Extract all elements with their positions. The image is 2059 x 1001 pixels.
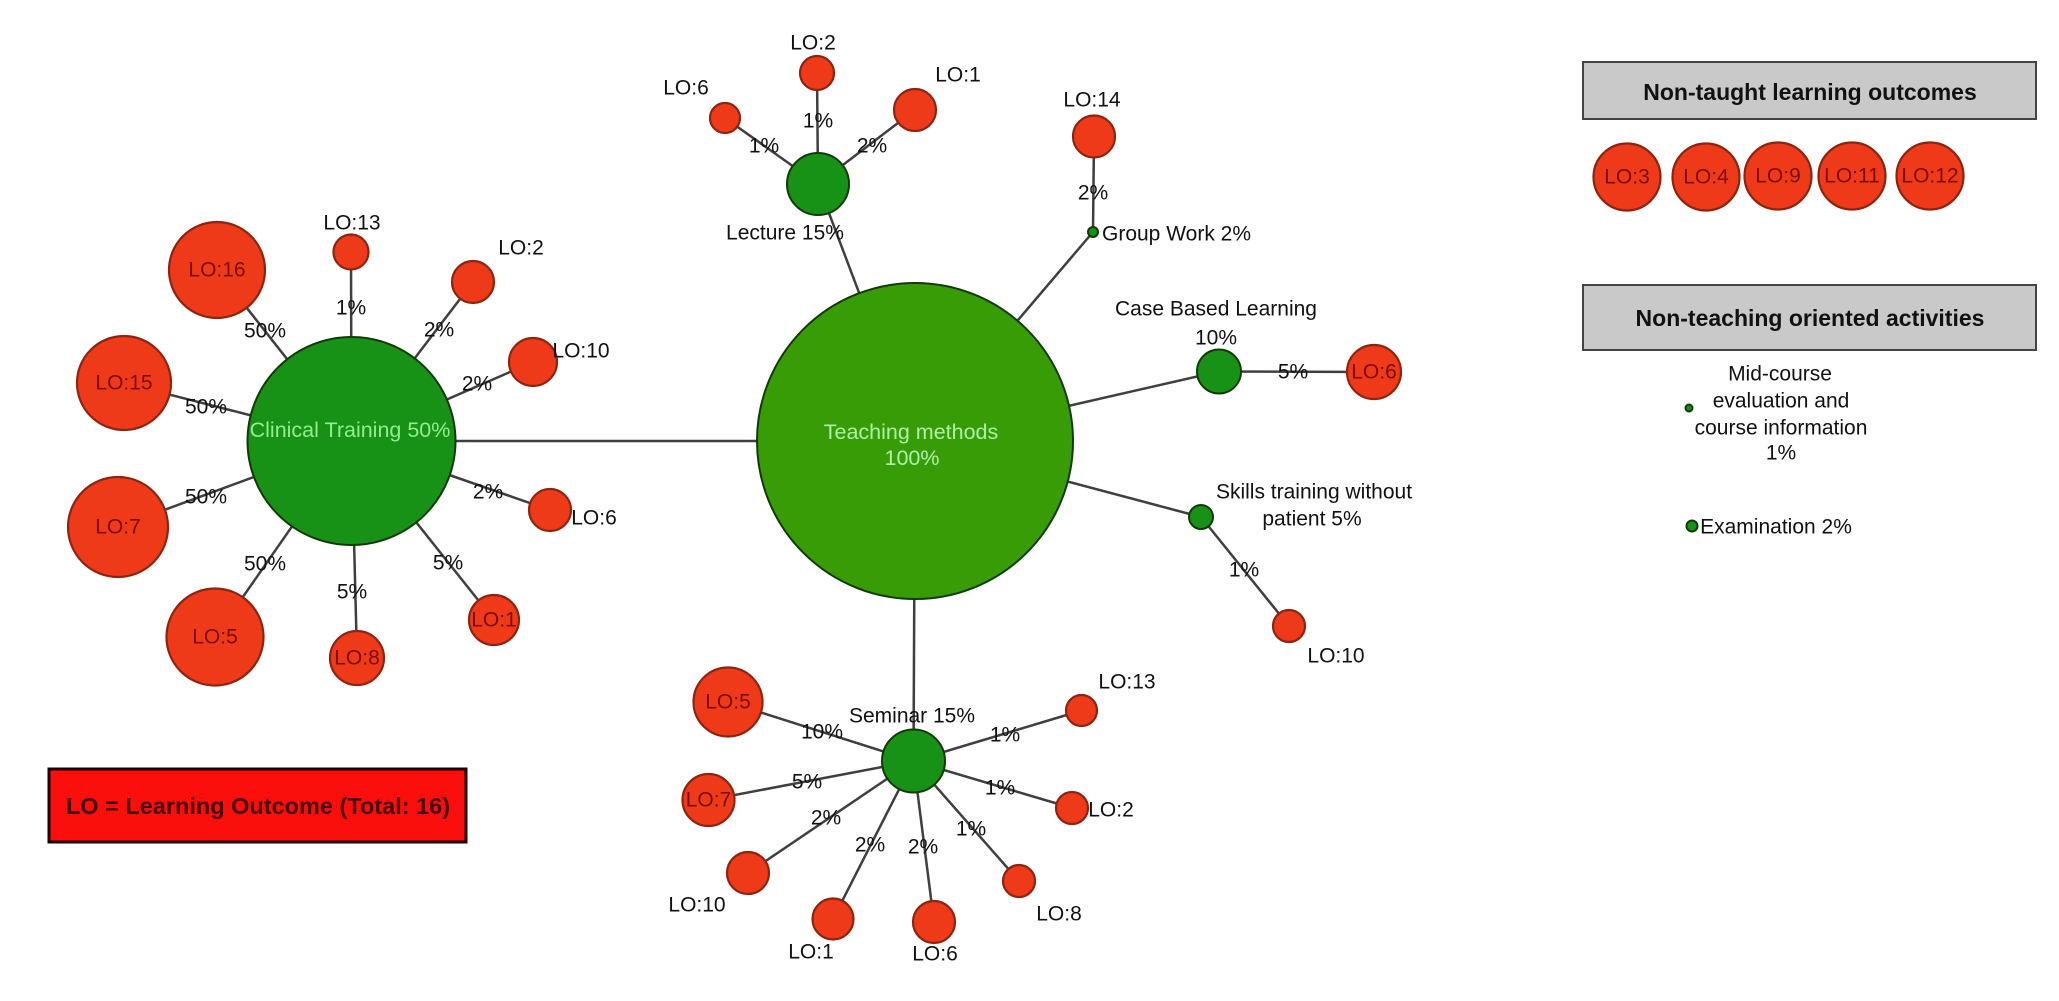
svg-text:LO:6: LO:6: [663, 77, 709, 100]
svg-text:LO:1: LO:1: [471, 609, 517, 632]
svg-text:10%: 10%: [801, 721, 843, 744]
svg-text:LO:4: LO:4: [1683, 166, 1729, 189]
svg-text:LO:10: LO:10: [1307, 645, 1364, 668]
svg-text:2%: 2%: [811, 807, 841, 830]
svg-text:1%: 1%: [990, 724, 1020, 747]
svg-text:Clinical Training 50%: Clinical Training 50%: [250, 418, 451, 442]
svg-text:1%: 1%: [336, 297, 366, 320]
svg-text:2%: 2%: [1078, 182, 1108, 205]
svg-text:5%: 5%: [1278, 361, 1308, 384]
svg-text:LO:12: LO:12: [1901, 165, 1958, 188]
svg-text:1%: 1%: [956, 818, 986, 841]
svg-text:Seminar 15%: Seminar 15%: [849, 705, 975, 728]
svg-text:1%: 1%: [749, 135, 779, 158]
svg-text:5%: 5%: [337, 581, 367, 604]
svg-text:LO:7: LO:7: [686, 789, 732, 812]
svg-text:LO:8: LO:8: [1036, 903, 1082, 926]
svg-text:10%: 10%: [1195, 327, 1237, 350]
svg-text:LO:5: LO:5: [192, 626, 238, 649]
svg-text:Skills training without: Skills training without: [1216, 481, 1412, 504]
svg-text:2%: 2%: [473, 481, 503, 504]
svg-text:Non-taught learning outcomes: Non-taught learning outcomes: [1643, 79, 1977, 105]
svg-text:LO:9: LO:9: [1755, 165, 1801, 188]
svg-text:Teaching methods: Teaching methods: [824, 420, 999, 444]
svg-text:LO:10: LO:10: [552, 340, 609, 363]
svg-text:LO:5: LO:5: [705, 691, 751, 714]
svg-text:LO:13: LO:13: [1098, 671, 1155, 694]
svg-text:LO:13: LO:13: [323, 212, 380, 235]
svg-text:LO:10: LO:10: [668, 894, 725, 917]
svg-text:LO:6: LO:6: [571, 507, 617, 530]
svg-text:LO:16: LO:16: [188, 259, 245, 282]
svg-text:1%: 1%: [1766, 442, 1796, 465]
svg-text:course information: course information: [1695, 417, 1868, 440]
svg-text:patient 5%: patient 5%: [1262, 508, 1361, 531]
svg-text:5%: 5%: [433, 552, 463, 575]
svg-text:LO:15: LO:15: [95, 372, 152, 395]
svg-text:LO:8: LO:8: [334, 647, 380, 670]
svg-text:50%: 50%: [244, 553, 286, 576]
svg-text:LO:2: LO:2: [498, 237, 544, 260]
svg-text:100%: 100%: [885, 446, 940, 470]
svg-text:Group Work 2%: Group Work 2%: [1102, 223, 1251, 246]
svg-text:2%: 2%: [855, 834, 885, 857]
svg-text:1%: 1%: [985, 777, 1015, 800]
svg-text:LO:2: LO:2: [790, 32, 836, 55]
svg-text:LO:6: LO:6: [912, 943, 958, 966]
svg-text:LO:11: LO:11: [1824, 165, 1880, 188]
svg-text:50%: 50%: [244, 320, 286, 343]
svg-text:5%: 5%: [792, 771, 822, 794]
svg-text:50%: 50%: [185, 486, 227, 509]
svg-text:Lecture 15%: Lecture 15%: [726, 222, 844, 245]
svg-text:2%: 2%: [424, 319, 454, 342]
svg-text:evaluation and: evaluation and: [1713, 390, 1850, 413]
svg-text:LO:14: LO:14: [1063, 89, 1121, 112]
svg-text:Mid-course: Mid-course: [1728, 363, 1832, 386]
svg-text:LO:1: LO:1: [788, 941, 834, 964]
svg-text:Examination 2%: Examination 2%: [1700, 516, 1852, 539]
svg-text:LO:3: LO:3: [1604, 166, 1650, 189]
svg-text:2%: 2%: [908, 836, 938, 859]
svg-text:LO:7: LO:7: [95, 516, 141, 539]
svg-text:Non-teaching oriented activiti: Non-teaching oriented activities: [1636, 305, 1985, 331]
svg-text:1%: 1%: [1229, 559, 1259, 582]
svg-text:1%: 1%: [803, 110, 833, 133]
svg-text:2%: 2%: [462, 373, 492, 396]
svg-text:LO:6: LO:6: [1351, 361, 1397, 384]
svg-text:LO = Learning Outcome (Total:: LO = Learning Outcome (Total: 16): [66, 793, 450, 819]
svg-text:LO:2: LO:2: [1088, 799, 1134, 822]
svg-text:LO:1: LO:1: [935, 64, 981, 87]
svg-text:50%: 50%: [185, 396, 227, 419]
svg-text:2%: 2%: [857, 135, 887, 158]
svg-text:Case Based Learning: Case Based Learning: [1115, 298, 1317, 321]
